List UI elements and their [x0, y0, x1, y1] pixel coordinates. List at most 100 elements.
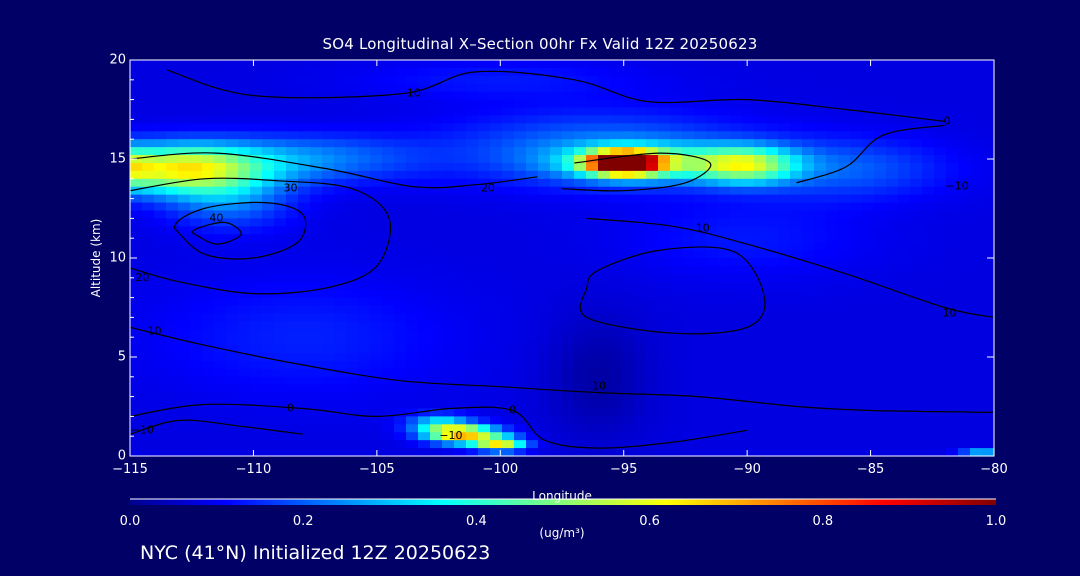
heatmap-cell: [538, 226, 551, 235]
heatmap-cell: [850, 400, 863, 410]
heatmap-cell: [862, 91, 875, 101]
heatmap-cell: [982, 67, 995, 77]
heatmap-cell: [862, 75, 875, 85]
heatmap-cell: [778, 376, 791, 386]
heatmap-cell: [214, 424, 227, 433]
heatmap-cell: [370, 432, 383, 441]
heatmap-cell: [598, 360, 611, 370]
heatmap-cell: [730, 234, 743, 243]
heatmap-cell: [550, 250, 563, 259]
heatmap-cell: [298, 297, 311, 307]
heatmap-cell: [850, 360, 863, 370]
heatmap-cell: [286, 75, 299, 85]
heatmap-cell: [178, 107, 191, 117]
heatmap-cell: [442, 234, 455, 243]
heatmap-cell: [334, 155, 347, 164]
heatmap-cell: [538, 178, 551, 188]
heatmap-cell: [598, 265, 611, 275]
heatmap-cell: [790, 392, 803, 402]
heatmap-cell: [982, 242, 995, 251]
heatmap-cell: [334, 416, 347, 425]
heatmap-cell: [454, 155, 467, 164]
heatmap-cell: [166, 91, 179, 101]
heatmap-cell: [598, 305, 611, 315]
heatmap-cell: [154, 107, 167, 117]
heatmap-cell: [550, 448, 563, 457]
heatmap-cell: [382, 162, 395, 172]
heatmap-cell: [202, 242, 215, 251]
heatmap-cell: [958, 321, 971, 330]
heatmap-cell: [178, 218, 191, 227]
heatmap-cell: [862, 170, 875, 180]
heatmap-cell: [130, 416, 143, 425]
heatmap-cell: [562, 186, 575, 196]
heatmap-cell: [814, 115, 827, 124]
heatmap-cell: [550, 99, 563, 109]
heatmap-cell: [430, 75, 443, 85]
heatmap-cell: [178, 162, 191, 172]
heatmap-cell: [718, 115, 731, 124]
heatmap-cell: [634, 115, 647, 124]
heatmap-cell: [838, 258, 851, 267]
heatmap-cell: [370, 289, 383, 299]
heatmap-cell: [766, 337, 779, 346]
heatmap-cell: [286, 368, 299, 378]
heatmap-cell: [298, 273, 311, 283]
heatmap-cell: [130, 424, 143, 433]
heatmap-cell: [634, 432, 647, 441]
heatmap-cell: [886, 162, 899, 172]
heatmap-cell: [550, 360, 563, 370]
heatmap-cell: [970, 67, 983, 77]
heatmap-cell: [274, 281, 287, 291]
heatmap-cell: [646, 67, 659, 77]
heatmap-cell: [454, 194, 467, 204]
heatmap-cell: [670, 376, 683, 386]
heatmap-cell: [178, 60, 191, 69]
heatmap-cell: [274, 345, 287, 354]
heatmap-cell: [898, 123, 911, 132]
heatmap-cell: [526, 91, 539, 101]
heatmap-cell: [622, 440, 635, 449]
heatmap-cell: [910, 75, 923, 85]
heatmap-cell: [982, 218, 995, 227]
heatmap-cell: [214, 99, 227, 109]
heatmap-cell: [610, 337, 623, 346]
heatmap-cell: [514, 139, 527, 148]
heatmap-cell: [358, 123, 371, 132]
heatmap-cell: [958, 353, 971, 362]
heatmap-cell: [730, 242, 743, 251]
heatmap-cell: [478, 250, 491, 259]
heatmap-cell: [886, 210, 899, 219]
heatmap-cell: [550, 226, 563, 235]
heatmap-cell: [202, 368, 215, 378]
heatmap-cell: [346, 289, 359, 299]
heatmap-cell: [898, 155, 911, 164]
heatmap-cell: [586, 170, 599, 180]
heatmap-cell: [346, 281, 359, 291]
heatmap-cell: [970, 321, 983, 330]
heatmap-cell: [226, 448, 239, 457]
heatmap-cell: [586, 281, 599, 291]
heatmap-cell: [682, 234, 695, 243]
heatmap-cell: [778, 273, 791, 283]
heatmap-cell: [358, 281, 371, 291]
heatmap-cell: [754, 408, 767, 417]
heatmap-cell: [262, 273, 275, 283]
heatmap-cell: [718, 376, 731, 386]
heatmap-cell: [202, 273, 215, 283]
heatmap-cell: [214, 376, 227, 386]
heatmap-cell: [682, 155, 695, 164]
heatmap-cell: [490, 432, 503, 441]
heatmap-cell: [550, 258, 563, 267]
heatmap-cell: [478, 178, 491, 188]
heatmap-cell: [814, 408, 827, 417]
heatmap-cell: [418, 297, 431, 307]
heatmap-cell: [934, 60, 947, 69]
heatmap-cell: [250, 384, 263, 394]
heatmap-cell: [286, 131, 299, 140]
heatmap-cell: [430, 162, 443, 172]
heatmap-cell: [154, 448, 167, 457]
heatmap-cell: [418, 162, 431, 172]
heatmap-cell: [754, 178, 767, 188]
heatmap-cell: [646, 313, 659, 322]
